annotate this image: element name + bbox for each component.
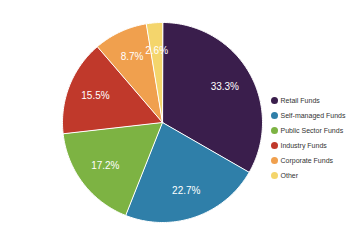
svg-text:8.7%: 8.7% bbox=[121, 51, 144, 62]
svg-text:17.2%: 17.2% bbox=[91, 160, 119, 171]
svg-text:Retail Funds: Retail Funds bbox=[281, 97, 321, 104]
svg-text:Self-managed Funds: Self-managed Funds bbox=[281, 112, 346, 120]
svg-text:15.5%: 15.5% bbox=[81, 90, 109, 101]
svg-text:Corporate Funds: Corporate Funds bbox=[281, 157, 334, 165]
svg-text:Other: Other bbox=[281, 172, 299, 179]
svg-text:2.6%: 2.6% bbox=[145, 45, 168, 56]
svg-text:22.7%: 22.7% bbox=[172, 185, 200, 196]
svg-text:Public Sector Funds: Public Sector Funds bbox=[281, 127, 344, 134]
svg-text:33.3%: 33.3% bbox=[211, 81, 239, 92]
svg-text:Industry Funds: Industry Funds bbox=[281, 142, 328, 150]
